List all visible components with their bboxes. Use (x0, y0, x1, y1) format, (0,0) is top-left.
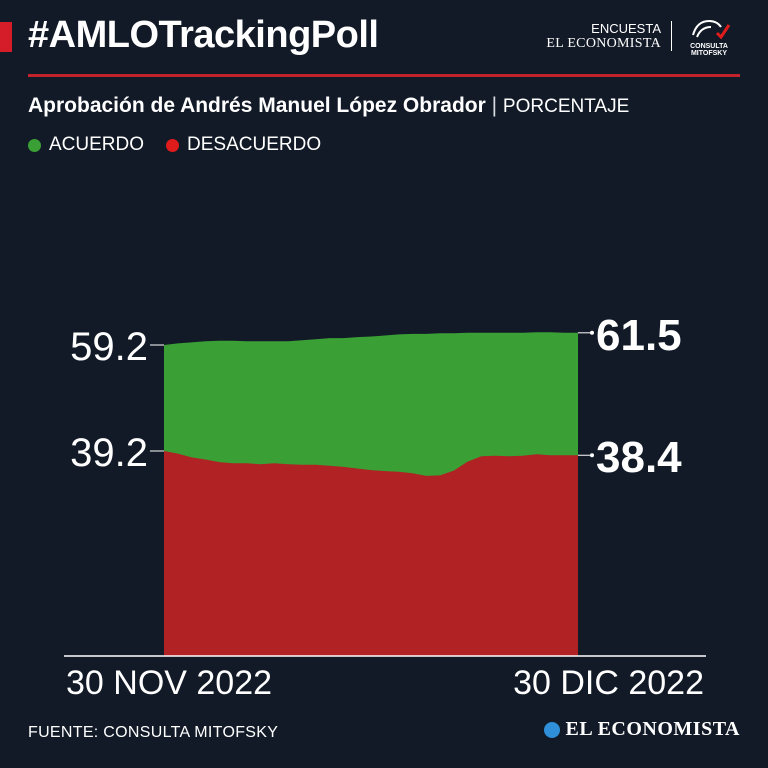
x-tick-label-start: 30 NOV 2022 (66, 664, 272, 702)
subtitle-unit: PORCENTAJE (502, 96, 630, 117)
start-label-acuerdo: 59.2 (70, 325, 148, 369)
legend-dot-acuerdo (28, 138, 41, 152)
footer-brand: EL ECONOMISTA (543, 718, 741, 741)
header-rule (28, 74, 740, 77)
brand-line1: ENCUESTA (591, 21, 661, 36)
start-label-desacuerdo: 39.2 (70, 431, 148, 475)
chart-legend: ACUERDO DESACUERDO (28, 134, 321, 156)
mitofsky-emblem-icon (692, 19, 731, 40)
page-title: #AMLOTrackingPoll (28, 14, 379, 56)
subtitle-separator: | (491, 94, 498, 117)
end-label-desacuerdo: 38.4 (596, 433, 682, 482)
el-economista-logo-icon (543, 721, 560, 738)
series-area-desacuerdo (164, 451, 578, 656)
end-dot-desacuerdo (590, 453, 594, 458)
mitofsky-logo: CONSULTA MITOFSKY (672, 15, 740, 57)
end-label-acuerdo: 61.5 (596, 311, 682, 360)
legend-dot-desacuerdo (166, 138, 180, 152)
legend-item-desacuerdo: DESACUERDO (166, 134, 321, 156)
title-accent-bar (0, 22, 12, 52)
brand-text: ENCUESTA EL ECONOMISTA (546, 21, 672, 51)
legend-label-desacuerdo: DESACUERDO (187, 134, 322, 155)
chart-subtitle: Aprobación de Andrés Manuel López Obrado… (28, 94, 629, 118)
legend-item-acuerdo: ACUERDO (28, 134, 144, 156)
legend-label-acuerdo: ACUERDO (49, 134, 145, 155)
brand-line2: EL ECONOMISTA (546, 36, 661, 51)
footer-source: FUENTE: CONSULTA MITOFSKY (28, 724, 279, 741)
mitofsky-logo-text: CONSULTA MITOFSKY (690, 43, 728, 57)
x-tick-label-end: 30 DIC 2022 (513, 664, 704, 702)
footer-brand-text: EL ECONOMISTA (565, 718, 740, 740)
header-brand: ENCUESTA EL ECONOMISTA CONSULTA MITOFSKY (546, 14, 740, 58)
end-dot-acuerdo (590, 330, 594, 335)
subtitle-main: Aprobación de Andrés Manuel López Obrado… (28, 94, 486, 117)
